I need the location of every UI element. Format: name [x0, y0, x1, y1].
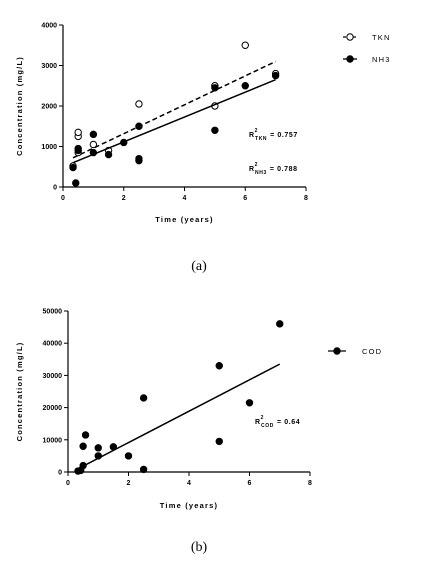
data-point-nh3: [135, 154, 143, 163]
x-axis-title: Time (years): [155, 215, 213, 224]
y-tick-label: 50000: [43, 309, 63, 316]
trendline-tkn: [72, 60, 276, 159]
r-squared-annotation: R2 NH3 = 0.788: [249, 162, 298, 176]
x-tick-label: 8: [308, 480, 312, 487]
data-point-cod: [79, 461, 87, 470]
data-point-cod: [109, 443, 118, 451]
y-axis-title: Concentration (mg/L): [15, 342, 24, 442]
legend-marker-tkn: [346, 33, 354, 41]
data-point-nh3: [211, 126, 219, 135]
data-point-tkn: [241, 41, 249, 49]
x-tick-label: 4: [187, 480, 191, 487]
chart-panel-a: 0 1000 2000 3000 4000 0 2 4 6 8 Concentration (mg/…: [15, 23, 391, 275]
trendline-cod: [77, 363, 281, 470]
data-point-cod: [215, 437, 223, 446]
data-point-cod: [79, 442, 87, 450]
x-tick-label: 6: [248, 480, 252, 487]
data-point-nh3: [271, 71, 280, 80]
data-point-cod: [94, 452, 102, 460]
data-point-tkn: [89, 140, 98, 149]
panel-caption: (a): [191, 259, 207, 274]
y-tick-label: 3000: [41, 63, 57, 70]
x-tick-label: 4: [183, 195, 187, 202]
y-tick-label: 1000: [41, 144, 57, 151]
y-tick-label: 40000: [43, 341, 63, 348]
y-tick-label: 0: [53, 185, 57, 192]
trendline-nh3: [72, 78, 276, 164]
panel-caption: (b): [191, 540, 208, 555]
x-tick-label: 2: [122, 195, 126, 202]
data-point-nh3: [120, 138, 128, 147]
data-point-nh3: [69, 163, 77, 172]
r-squared-annotation: R2 COD = 0.64: [255, 415, 300, 429]
data-point-nh3: [89, 130, 98, 139]
data-point-cod: [94, 444, 102, 452]
x-axis-title: Time (years): [160, 501, 218, 510]
data-point-nh3: [104, 150, 113, 159]
chart-panel-b: 0 10000 20000 30000 40000 50000 0 2 4 6 8 Concentra…: [15, 309, 382, 556]
data-point-nh3: [211, 84, 219, 92]
data-point-cod: [139, 394, 148, 402]
data-point-cod: [81, 431, 90, 439]
data-point-cod: [276, 320, 284, 328]
legend-marker-cod: [333, 347, 341, 355]
x-tick-label: 2: [127, 480, 131, 487]
x-tick-label: 0: [66, 480, 70, 487]
y-tick-label: 20000: [43, 405, 63, 412]
x-tick-label: 6: [243, 195, 247, 202]
data-point-cod: [215, 362, 223, 370]
r-squared-annotation: R2 TKN = 0.757: [249, 128, 298, 142]
legend-label-cod: COD: [362, 347, 382, 356]
data-point-nh3: [135, 122, 143, 130]
data-point-nh3: [89, 148, 98, 157]
y-axis-title: Concentration (mg/L): [15, 56, 24, 156]
legend-label-tkn: TKN: [372, 33, 391, 42]
data-point-nh3: [72, 179, 80, 187]
data-point-cod: [139, 465, 148, 474]
y-tick-label: 4000: [41, 23, 57, 30]
y-tick-label: 30000: [43, 373, 63, 380]
y-tick-label: 0: [58, 470, 62, 477]
data-point-tkn: [135, 100, 143, 108]
data-point-nh3: [74, 144, 82, 153]
data-point-cod: [245, 399, 254, 407]
x-tick-label: 0: [61, 195, 65, 202]
x-tick-label: 8: [304, 195, 308, 202]
legend-marker-nh3: [346, 55, 354, 63]
data-point-nh3: [241, 82, 249, 90]
data-point-cod: [124, 452, 133, 460]
y-tick-label: 2000: [41, 104, 57, 111]
legend-label-nh3: NH3: [372, 55, 391, 64]
data-point-tkn: [74, 128, 82, 137]
y-tick-label: 10000: [43, 437, 63, 444]
